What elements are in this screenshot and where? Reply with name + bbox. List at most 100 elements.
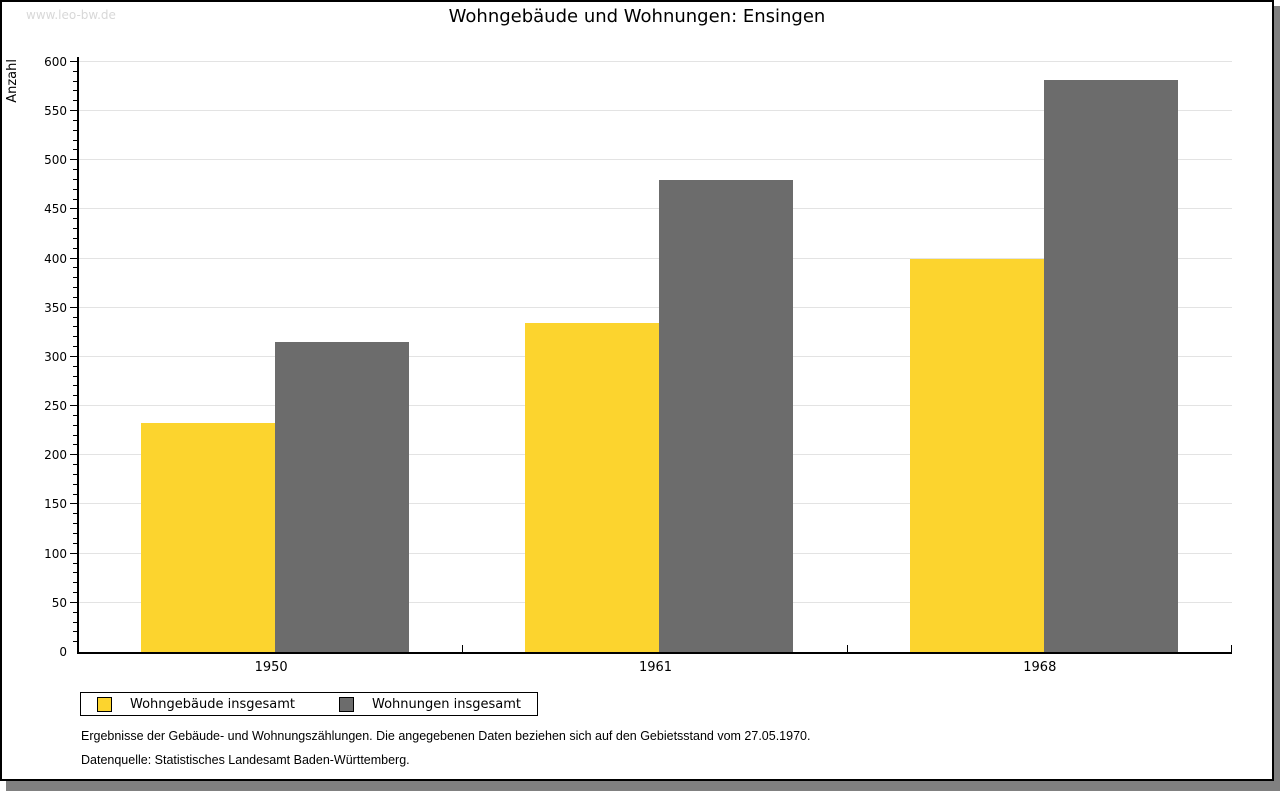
- y-axis-major-tick: [70, 159, 77, 161]
- y-axis-minor-tick: [73, 641, 77, 643]
- y-axis-minor-tick: [73, 592, 77, 593]
- legend-swatch-icon: [97, 696, 112, 712]
- legend-label: Wohnungen insgesamt: [372, 696, 521, 712]
- gridline: [79, 306, 1232, 308]
- x-axis-tick: [846, 645, 848, 652]
- legend-label: Wohngebäude insgesamt: [130, 696, 295, 712]
- y-axis-minor-tick: [73, 100, 77, 102]
- x-axis-label: 1961: [638, 660, 673, 675]
- y-axis-minor-tick: [73, 129, 77, 131]
- y-axis-label: Anzahl: [5, 59, 20, 103]
- y-axis-major-tick: [70, 601, 77, 603]
- y-axis-minor-tick: [73, 611, 77, 613]
- legend: Wohngebäude insgesamt Wohnungen insgesamt: [80, 692, 538, 716]
- y-axis-major-tick: [70, 306, 77, 308]
- y-axis-minor-tick: [73, 493, 77, 495]
- gridline: [79, 257, 1232, 259]
- y-axis-tick-label: 50: [51, 595, 67, 610]
- y-axis-minor-tick: [73, 395, 77, 397]
- legend-item: Wohnungen insgesamt: [339, 696, 521, 712]
- y-axis-tick-label: 250: [44, 399, 67, 414]
- y-axis-minor-tick: [73, 228, 77, 230]
- y-axis-minor-tick: [73, 267, 77, 269]
- gridline: [79, 159, 1232, 161]
- x-axis-tick: [462, 645, 464, 652]
- y-axis-minor-tick: [73, 513, 77, 515]
- y-axis-minor-tick: [73, 70, 77, 72]
- gridline: [79, 208, 1232, 210]
- y-axis-minor-tick: [73, 385, 77, 387]
- y-axis-minor-tick: [73, 139, 77, 141]
- y-axis-major-tick: [70, 355, 77, 357]
- y-axis-tick-label: 200: [44, 448, 67, 463]
- y-axis-major-tick: [70, 552, 77, 554]
- y-axis-minor-tick: [73, 562, 77, 564]
- gridline: [79, 110, 1232, 112]
- y-axis-minor-tick: [73, 149, 77, 151]
- footnote-data-source: Datenquelle: Statistisches Landesamt Bad…: [81, 753, 410, 767]
- y-axis-minor-tick: [73, 80, 77, 82]
- y-axis-tick-label: 400: [44, 251, 67, 266]
- y-axis-tick-label: 550: [44, 104, 67, 119]
- y-axis-tick-label: 100: [44, 546, 67, 561]
- y-axis-tick-label: 500: [44, 153, 67, 168]
- y-axis-minor-tick: [73, 464, 77, 466]
- y-axis-major-tick: [70, 110, 77, 112]
- bar-wohngebaeude-1961: [525, 322, 660, 652]
- x-axis-label: 1950: [254, 660, 288, 675]
- y-axis-minor-tick: [73, 296, 77, 298]
- legend-swatch-icon: [339, 696, 354, 712]
- footnote-source-note: Ergebnisse der Gebäude- und Wohnungszähl…: [81, 729, 811, 743]
- x-axis-tick: [1231, 645, 1232, 652]
- y-axis-minor-tick: [73, 287, 77, 289]
- bar-wohnungen-1968: [1043, 79, 1178, 652]
- y-axis-major-tick: [70, 503, 77, 505]
- y-axis-minor-tick: [73, 523, 77, 525]
- y-axis-minor-tick: [73, 277, 77, 279]
- y-axis-minor-tick: [73, 326, 77, 328]
- bar-wohnungen-1961: [659, 179, 794, 652]
- y-axis-minor-tick: [73, 316, 77, 318]
- bar-wohngebaeude-1950: [141, 422, 275, 652]
- y-axis-minor-tick: [73, 582, 77, 584]
- y-axis-minor-tick: [73, 621, 77, 623]
- y-axis-minor-tick: [73, 169, 77, 171]
- y-axis-minor-tick: [73, 188, 77, 190]
- y-axis-minor-tick: [73, 198, 77, 200]
- y-axis-tick-label: 350: [44, 300, 67, 315]
- y-axis-tick-label: 600: [44, 54, 67, 69]
- y-axis-minor-tick: [73, 336, 77, 338]
- y-axis-minor-tick: [73, 473, 77, 475]
- y-axis-major-tick: [70, 454, 77, 456]
- y-axis-minor-tick: [73, 365, 77, 367]
- y-axis-minor-tick: [73, 247, 77, 249]
- y-axis-minor-tick: [73, 532, 77, 534]
- gridline: [79, 60, 1232, 62]
- y-axis-minor-tick: [73, 237, 77, 239]
- y-axis-minor-tick: [73, 572, 77, 574]
- x-axis-label: 1968: [1023, 660, 1057, 675]
- y-axis-minor-tick: [73, 542, 77, 544]
- y-axis-tick-label: 300: [44, 349, 67, 364]
- y-axis-minor-tick: [73, 218, 77, 220]
- y-axis-major-tick: [70, 60, 77, 62]
- bar-wohngebaeude-1968: [909, 258, 1044, 652]
- y-axis-minor-tick: [73, 424, 77, 426]
- y-axis-major-tick: [70, 257, 77, 259]
- y-axis-minor-tick: [73, 444, 77, 446]
- y-axis-tick-label: 150: [44, 497, 67, 512]
- y-axis-minor-tick: [73, 414, 77, 416]
- y-axis-tick-label: 0: [59, 645, 67, 659]
- y-axis-minor-tick: [73, 178, 77, 180]
- plot-area: 50 100 150 200 250 300 350 400 450 500 550 600 0 1950…: [44, 55, 1232, 675]
- y-axis-minor-tick: [73, 631, 77, 633]
- y-axis-tick-label: 450: [44, 202, 67, 217]
- bar-wohnungen-1950: [275, 342, 409, 652]
- chart-title: Wohngebäude und Wohnungen: Ensingen: [448, 6, 826, 27]
- legend-item: Wohngebäude insgesamt: [97, 696, 295, 712]
- y-axis-minor-tick: [73, 483, 77, 485]
- y-axis-minor-tick: [73, 346, 77, 348]
- y-axis-minor-tick: [73, 434, 77, 436]
